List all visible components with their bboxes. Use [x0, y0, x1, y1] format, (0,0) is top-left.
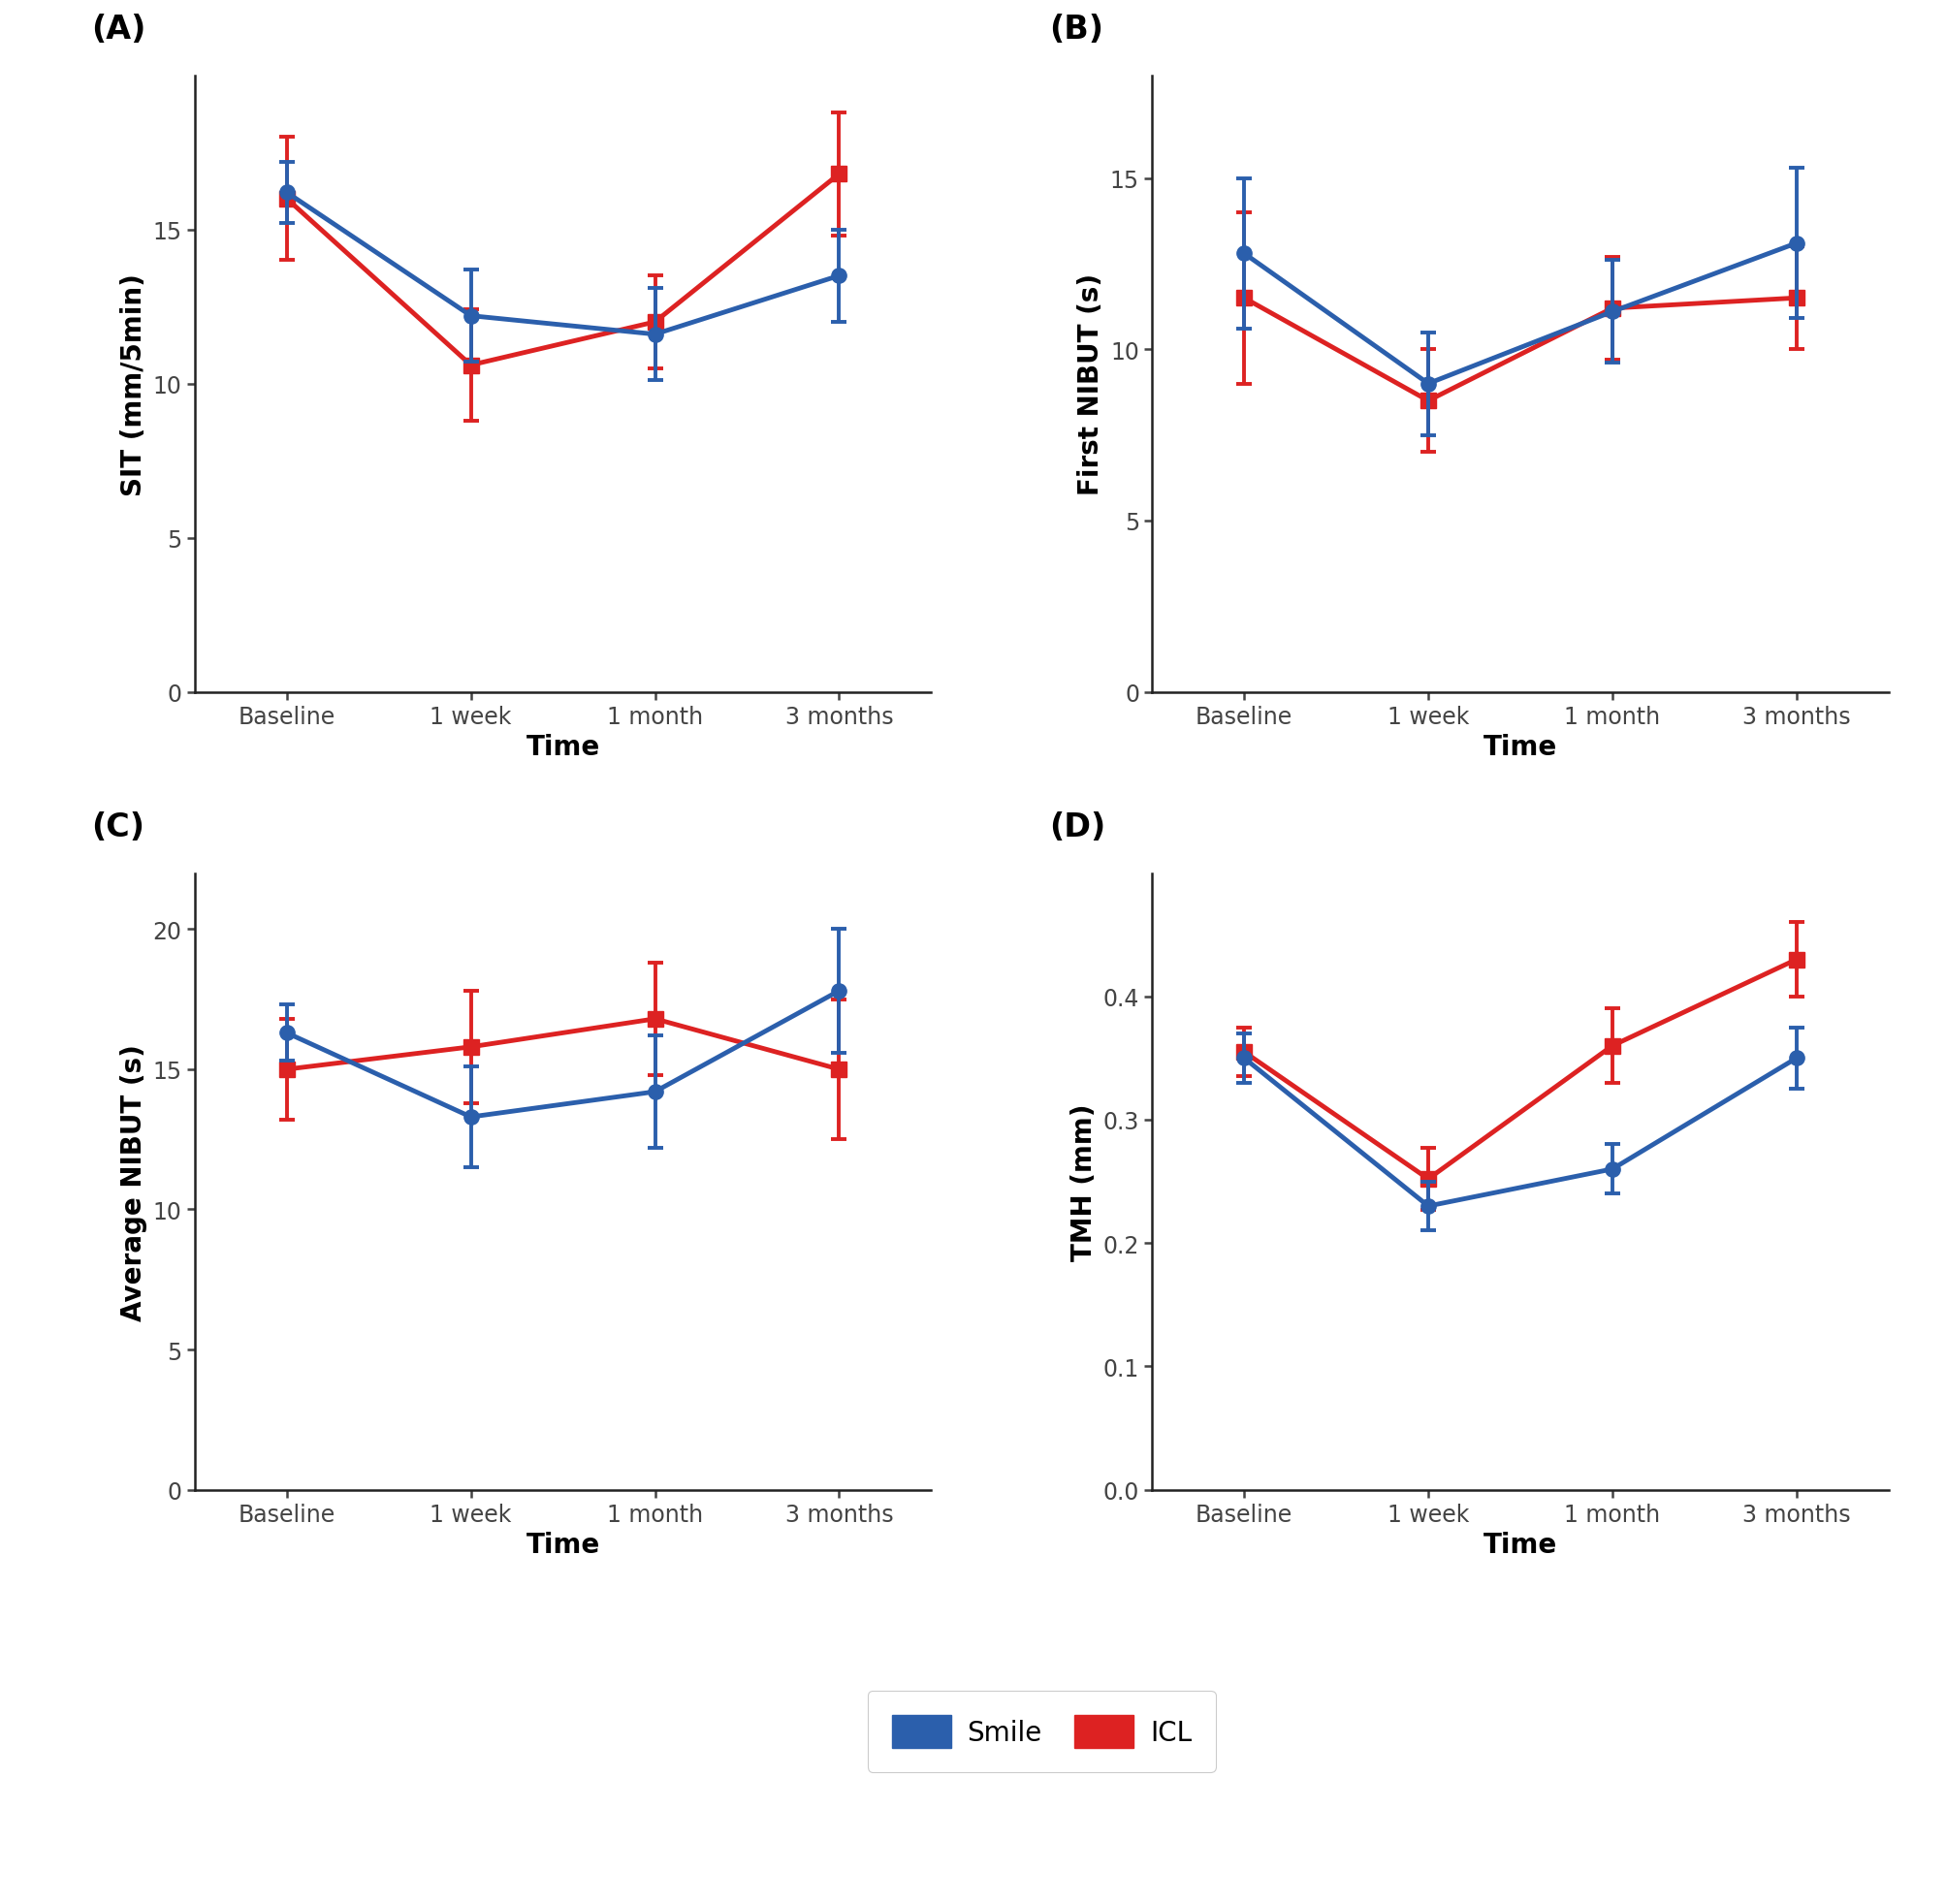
Text: (A): (A) [91, 13, 146, 46]
Text: (B): (B) [1049, 13, 1103, 46]
Y-axis label: TMH (mm): TMH (mm) [1070, 1102, 1098, 1260]
Y-axis label: SIT (mm/5min): SIT (mm/5min) [121, 272, 148, 495]
X-axis label: Time: Time [525, 733, 599, 762]
Text: (D): (D) [1049, 811, 1105, 843]
Y-axis label: Average NIBUT (s): Average NIBUT (s) [121, 1043, 148, 1319]
Legend: Smile, ICL: Smile, ICL [868, 1691, 1214, 1773]
X-axis label: Time: Time [1483, 1531, 1557, 1557]
X-axis label: Time: Time [1483, 733, 1557, 762]
Text: (C): (C) [91, 811, 144, 843]
X-axis label: Time: Time [525, 1531, 599, 1557]
Y-axis label: First NIBUT (s): First NIBUT (s) [1076, 274, 1103, 495]
